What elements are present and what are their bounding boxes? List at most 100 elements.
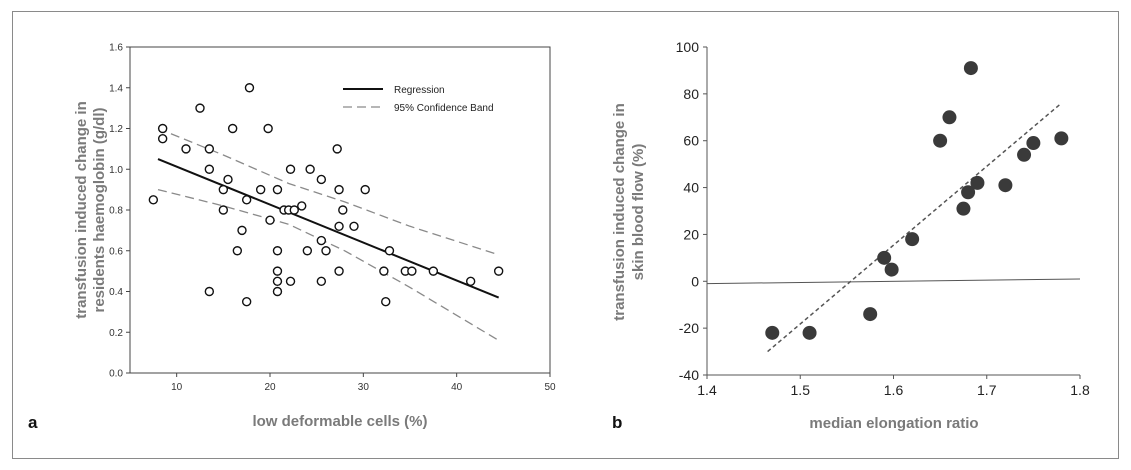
panel-a-data-point	[297, 201, 307, 211]
panel-b-chart: -40 -20 0 20 40 60 80 100 1.4 1.5 1.6 1.7 1.8 transf…	[611, 39, 1090, 432]
panel-a-data-point	[218, 184, 229, 195]
panel-a-band-lower	[157, 188, 500, 341]
panel-a-data-point	[272, 276, 283, 287]
panel-a-data-point	[244, 83, 255, 93]
panel-b-ytick-label: 80	[683, 86, 699, 102]
panel-b-data-point	[884, 262, 899, 277]
panel-b-data-point	[961, 185, 976, 200]
panel-b-data-point	[863, 307, 878, 322]
panel-a-ytick-label: 0.6	[109, 246, 123, 257]
panel-a-data-point	[334, 184, 344, 195]
panel-a-data-point	[223, 174, 233, 185]
panel-b-data-point	[970, 175, 985, 190]
panel-a-data-point	[360, 184, 370, 195]
panel-a-data-point	[334, 221, 344, 232]
panel-b-fit-line	[767, 102, 1062, 353]
panel-a-ytick-label: 0.4	[109, 287, 123, 298]
panel-b-letter: b	[612, 413, 622, 432]
panel-a-data-point	[305, 164, 315, 174]
panel-b-ytick-label: 20	[683, 226, 699, 242]
panel-a-data-point	[181, 144, 191, 154]
panel-b-data-point	[765, 325, 780, 340]
panel-a-data-point	[289, 205, 299, 215]
panel-b-data-point	[1017, 147, 1032, 162]
panel-b-data-point	[998, 178, 1013, 193]
panel-a-ytick-label: 1.4	[109, 83, 123, 94]
panel-a-ylabel-line1: transfusion induced change in	[73, 101, 90, 319]
panel-b-ytick-label: 100	[676, 39, 700, 55]
panel-b-ylabel-line2: skin blood flow (%)	[630, 144, 647, 281]
panel-a-data-point	[379, 266, 389, 276]
panel-a-ytick-label: 0.8	[109, 206, 123, 217]
panel-a-xtick-label: 10	[171, 382, 183, 393]
panel-a-data-point	[316, 276, 327, 287]
panel-a-regression-line	[157, 158, 500, 299]
legend-band-label: 95% Confidence Band	[394, 103, 494, 114]
panel-a-data-point	[272, 266, 283, 276]
panel-a-data-point	[241, 296, 252, 307]
panel-b-data-point	[963, 61, 978, 76]
panel-b-ylabel-line1: transfusion induced change in	[611, 103, 628, 321]
panel-a-data-point	[493, 266, 504, 276]
panel-a-xtick-label: 40	[451, 382, 463, 393]
legend-regression-label: Regression	[394, 85, 445, 96]
panel-a-data-point	[148, 195, 159, 205]
panel-a-data-point	[321, 246, 331, 256]
panel-a-ytick-label: 1.2	[109, 124, 123, 135]
panel-a-data-point	[255, 184, 266, 195]
panel-a-data-point	[227, 123, 238, 134]
panel-a-ytick-label: 1.6	[109, 43, 123, 54]
panel-b-ytick-label: -20	[679, 320, 699, 336]
panel-b-data-point	[1026, 136, 1041, 151]
panel-a-legend: Regression 95% Confidence Band	[343, 85, 494, 114]
panel-a-data-point	[157, 133, 168, 144]
panel-a-data-point	[272, 184, 283, 195]
panel-a-data-point	[204, 286, 215, 297]
panel-a-xtick-label: 30	[358, 382, 370, 393]
panel-b-data-point	[933, 133, 948, 148]
panel-b-ytick-label: 40	[683, 180, 699, 196]
panel-a-data-point	[334, 266, 344, 276]
panel-a-data-point	[237, 225, 247, 236]
panel-a-data-point	[272, 246, 283, 256]
panel-b-ytick-label: -40	[679, 367, 699, 383]
panel-a-data-point	[349, 221, 359, 232]
panel-b-xtick-label: 1.6	[884, 382, 904, 398]
panel-a-data-point	[204, 164, 215, 174]
panel-b-data-point	[802, 325, 817, 340]
panel-a-ylabel-line2: residents haemoglobin (g/dl)	[91, 107, 108, 312]
panel-a-data-point	[232, 246, 243, 256]
panel-b-xlabel: median elongation ratio	[809, 415, 978, 432]
panel-a-xlabel: low deformable cells (%)	[252, 413, 427, 430]
panel-a-data-point	[218, 205, 229, 215]
panel-a-data-point	[332, 144, 342, 154]
panel-a-data-point	[384, 246, 395, 256]
panel-a-data-point	[316, 235, 327, 246]
panel-a-chart: 0.0 0.2 0.4 0.6 0.8 1.0 1.2 1.4 1.6 10 20 30 40 50 Re…	[28, 43, 556, 433]
panel-a-data-point	[381, 296, 391, 307]
panel-a-data-point	[407, 266, 417, 276]
panel-a-data-point	[285, 164, 296, 174]
panel-a-data-point	[272, 286, 283, 297]
panel-a-xtick-label: 20	[264, 382, 276, 393]
panel-a-data-point	[241, 195, 252, 205]
panel-a-ytick-label: 0.2	[109, 328, 123, 339]
panel-b-data-point	[956, 201, 971, 216]
panel-a-data-point	[465, 276, 476, 287]
panel-b-data-point	[877, 250, 892, 265]
panel-a-data-point	[302, 246, 313, 256]
panel-a-data-point	[338, 205, 348, 215]
panel-a-data-point	[195, 103, 205, 113]
panel-a-ytick-label: 1.0	[109, 165, 123, 176]
panel-a-letter: a	[28, 413, 38, 432]
panel-a-data-point	[157, 123, 168, 134]
panel-b-xtick-label: 1.4	[697, 382, 717, 398]
panel-b-zero-line	[706, 278, 1081, 285]
panel-a-ytick-label: 0.0	[109, 369, 123, 380]
panel-b-data-point	[905, 232, 920, 247]
panel-a-data-point	[204, 144, 215, 154]
panel-b-ytick-label: 60	[683, 133, 699, 149]
panel-a-data-point	[316, 174, 327, 185]
panel-b-ytick-label: 0	[691, 273, 699, 289]
